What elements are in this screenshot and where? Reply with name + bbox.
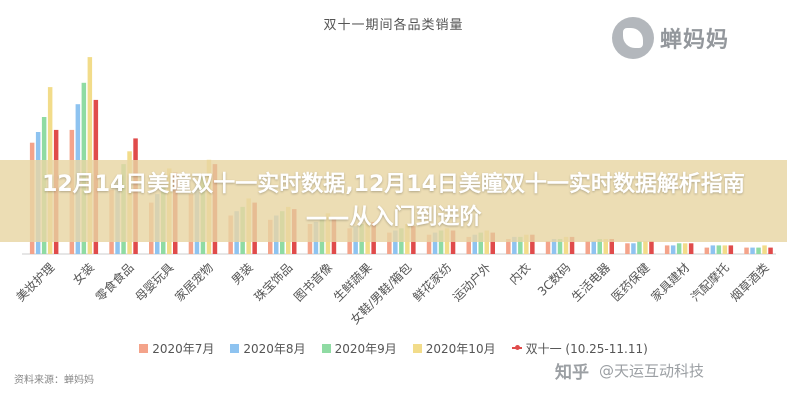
legend-swatch-aug xyxy=(230,343,240,353)
bar-16-1 xyxy=(670,245,676,254)
bar-10-0 xyxy=(426,234,432,254)
bar-18-4 xyxy=(768,247,773,254)
bar-13-0 xyxy=(545,241,551,254)
bar-13-3 xyxy=(563,236,569,254)
x-tick-label: 图书音像 xyxy=(291,260,336,305)
bar-12-1 xyxy=(512,236,517,254)
bar-15-1 xyxy=(631,243,636,254)
bar-14-0 xyxy=(585,241,590,254)
bar-13-2 xyxy=(557,239,563,254)
legend-item-double11: 双十一 (10.25-11.11) xyxy=(511,340,648,357)
bar-12-3 xyxy=(524,234,529,254)
legend-item-oct: 2020年10月 xyxy=(412,340,496,357)
bar-10-1 xyxy=(432,232,438,254)
bar-11-4 xyxy=(490,232,495,254)
bar-17-1 xyxy=(710,245,716,254)
bar-13-4 xyxy=(569,236,575,254)
bar-16-2 xyxy=(676,243,682,254)
legend-dot-double11 xyxy=(514,345,520,350)
bar-10-4 xyxy=(450,230,456,254)
x-tick-label: 珠宝饰品 xyxy=(252,260,296,304)
x-tick-label: 内衣 xyxy=(506,260,534,288)
chanmama-logo-icon xyxy=(612,17,654,59)
bar-17-3 xyxy=(722,245,728,254)
bar-13-1 xyxy=(551,239,557,254)
zhihu-account-text: @天运互动科技 xyxy=(599,361,705,380)
source-note: 资料来源：蝉妈妈 xyxy=(14,375,94,386)
zhihu-logo-text: 知乎 xyxy=(555,362,589,383)
legend-label-oct: 2020年10月 xyxy=(425,341,496,356)
bar-17-2 xyxy=(716,245,722,254)
x-tick-label: 女装 xyxy=(69,260,97,288)
bar-18-2 xyxy=(756,247,761,254)
bar-18-3 xyxy=(762,245,767,254)
bar-12-0 xyxy=(506,239,511,254)
legend-label-double11: 双十一 (10.25-11.11) xyxy=(525,341,648,356)
x-tick-label: 生活电器 xyxy=(569,260,613,304)
x-tick-label: 烟草酒类 xyxy=(728,260,772,304)
x-tick-label: 3C数码 xyxy=(534,260,573,299)
bar-10-2 xyxy=(438,230,444,254)
bar-9-1 xyxy=(393,230,398,254)
x-tick-label: 男装 xyxy=(229,260,256,287)
bar-17-4 xyxy=(728,245,734,254)
bar-12-4 xyxy=(530,234,535,254)
x-tick-label: 鲜花家纺 xyxy=(410,260,455,305)
legend-swatch-jul xyxy=(139,343,149,353)
x-tick-label: 美妆护理 xyxy=(13,260,57,304)
bar-9-0 xyxy=(387,232,392,254)
bar-14-3 xyxy=(603,239,608,254)
bar-1-3 xyxy=(87,57,93,254)
bar-11-2 xyxy=(478,232,483,254)
bar-11-1 xyxy=(472,234,477,254)
legend-item-sep: 2020年9月 xyxy=(321,340,397,357)
x-tick-label: 医药保健 xyxy=(609,260,653,304)
bar-16-4 xyxy=(688,243,694,254)
chart-title: 双十一期间各品类销量 xyxy=(323,18,464,33)
legend-item-aug: 2020年8月 xyxy=(230,340,306,357)
bar-16-3 xyxy=(682,243,688,254)
bar-14-2 xyxy=(597,239,602,254)
x-tick-label: 家具建材 xyxy=(648,260,693,305)
chanmama-logo: 蝉妈妈 xyxy=(612,14,762,62)
x-tick-label: 运动户外 xyxy=(449,260,494,305)
chanmama-logo-text: 蝉妈妈 xyxy=(660,28,730,53)
bar-14-4 xyxy=(609,239,614,254)
zhihu-watermark: 知乎 @天运互动科技 xyxy=(555,356,775,384)
bar-15-0 xyxy=(625,243,630,254)
bar-11-3 xyxy=(484,230,489,254)
legend-swatch-sep xyxy=(321,343,331,353)
bar-11-0 xyxy=(466,236,471,254)
legend-marker-double11 xyxy=(511,345,522,350)
x-tick-label: 家居宠物 xyxy=(171,260,216,305)
x-tick-label: 母婴玩具 xyxy=(132,260,176,304)
bar-16-0 xyxy=(664,245,670,254)
bar-18-0 xyxy=(744,247,749,254)
bar-18-1 xyxy=(750,247,755,254)
bar-14-1 xyxy=(591,241,596,254)
bar-15-3 xyxy=(643,241,648,254)
legend-label-aug: 2020年8月 xyxy=(243,341,306,356)
bar-12-2 xyxy=(518,236,523,254)
chart-legend: 2020年7月 2020年8月 2020年9月 2020年10月 双十一 (10… xyxy=(0,338,787,358)
bar-17-0 xyxy=(704,247,710,254)
legend-label-sep: 2020年9月 xyxy=(334,341,397,356)
legend-label-jul: 2020年7月 xyxy=(152,341,215,356)
legend-swatch-oct xyxy=(412,343,422,353)
bar-15-4 xyxy=(649,241,654,254)
x-tick-label: 零食食品 xyxy=(92,260,137,305)
x-tick-label: 汽配摩托 xyxy=(687,260,732,305)
legend-item-jul: 2020年7月 xyxy=(139,340,214,357)
bar-15-2 xyxy=(637,241,642,254)
title-banner: 12月14日美瞳双十一实时数据,12月14日美瞳双十一实时数据解析指南——从入门… xyxy=(0,160,787,242)
banner-title: 12月14日美瞳双十一实时数据,12月14日美瞳双十一实时数据解析指南——从入门… xyxy=(42,172,745,230)
